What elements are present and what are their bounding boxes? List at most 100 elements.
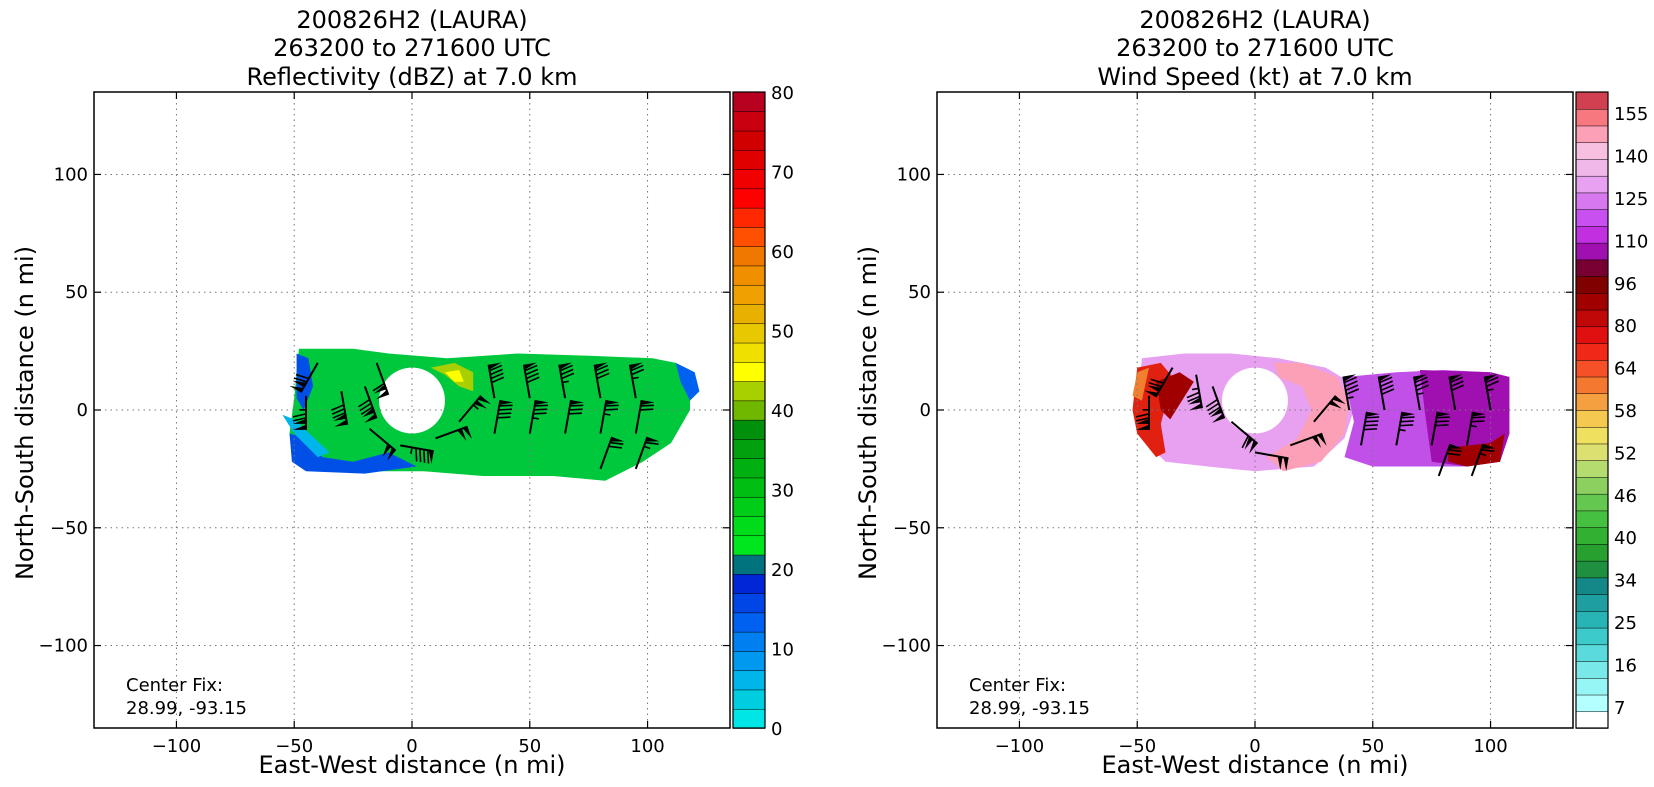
colorbar-tick-label: 52: [1614, 443, 1637, 464]
colorbar-swatch: [732, 496, 766, 517]
wind-barb: [564, 399, 584, 434]
colorbar-swatch: [1575, 510, 1609, 528]
plot-frame: [93, 91, 731, 729]
colorbar-swatch: [1575, 242, 1609, 261]
colorbar-tick-label: 60: [771, 242, 794, 263]
wind-barb: [628, 362, 645, 399]
colorbar-tick-label: 125: [1614, 189, 1648, 210]
colorbar-swatch: [1575, 225, 1609, 244]
wind-barb: [1430, 411, 1451, 446]
y-tick-label: −50: [50, 518, 88, 539]
colorbar-swatch: [732, 515, 766, 537]
colorbar-swatch: [732, 708, 766, 729]
colorbar-tick-label: 140: [1614, 147, 1648, 168]
field-region: [1156, 372, 1194, 420]
colorbar-swatch: [1575, 627, 1609, 646]
wind-barb: [634, 436, 660, 470]
colorbar-swatch: [1575, 409, 1609, 428]
colorbar-swatch: [1575, 359, 1609, 378]
colorbar-tick-label: 0: [771, 719, 782, 740]
colorbar-swatch: [1575, 426, 1609, 445]
colorbar-swatch: [1575, 577, 1609, 595]
x-tick-label: 100: [1473, 736, 1507, 757]
axis-ticks: −100 −50 0 50 100 −100 −50 0 50 100: [882, 92, 1573, 757]
colorbar-swatch: [732, 400, 766, 421]
y-tick-label: 100: [897, 164, 931, 185]
wind-barb: [599, 436, 625, 470]
colorbar-swatch: [1575, 493, 1609, 512]
wind-barb: [1395, 411, 1416, 446]
wind-barb: [522, 362, 540, 399]
colorbar-swatch: [732, 207, 766, 228]
colorbar-swatch: [732, 168, 766, 190]
wind-barb: [358, 386, 378, 423]
wind-barb: [1437, 443, 1463, 477]
colorbar-tick-label: 64: [1614, 359, 1637, 380]
colorbar-swatch: [1575, 342, 1609, 361]
colorbar-swatch: [732, 130, 766, 151]
y-tick-label: 50: [908, 282, 931, 303]
center-fix-label: Center Fix:: [126, 675, 223, 696]
panel-title-line2: 263200 to 271600 UTC: [273, 34, 551, 62]
y-tick-label: −100: [882, 636, 931, 657]
colorbar-swatch: [1575, 593, 1609, 612]
colorbar-swatch: [732, 592, 766, 614]
wind-barb: [1313, 395, 1346, 423]
colorbar-swatch: [1575, 125, 1609, 143]
field-region: [1132, 367, 1149, 401]
colorbar-swatch: [1575, 660, 1609, 679]
center-fix-value: 28.99, -93.15: [126, 698, 247, 719]
grid: [94, 92, 730, 728]
wind-barb: [292, 395, 307, 430]
plot-frame: [936, 91, 1574, 729]
wind-barb: [1448, 374, 1465, 411]
colorbar-tick-label: 10: [771, 640, 794, 661]
colorbar-swatch: [732, 361, 766, 382]
colorbar-swatch: [732, 188, 766, 209]
x-tick-label: 50: [518, 736, 541, 757]
center-fix-label: Center Fix:: [969, 675, 1066, 696]
wind-barb: [558, 362, 575, 399]
y-tick-label: 0: [77, 400, 88, 421]
colorbar-tick-label: 46: [1614, 486, 1637, 507]
colorbar-swatch: [732, 477, 766, 498]
colorbar-swatch: [1575, 543, 1609, 562]
colorbar-swatch: [1575, 141, 1609, 160]
wind-barb: [1413, 374, 1430, 411]
x-tick-label: 100: [630, 736, 664, 757]
colorbar-swatch: [732, 323, 766, 344]
wind-barb: [289, 362, 319, 393]
wind-barb: [1289, 432, 1327, 448]
colorbar-swatch: [732, 342, 766, 363]
colorbar-swatch: [732, 689, 766, 710]
wind-barb: [372, 362, 390, 400]
colorbar-swatch: [1575, 443, 1609, 461]
colorbar-tick-label: 50: [771, 322, 794, 343]
panel-title-line3: Wind Speed (kt) at 7.0 km: [1097, 63, 1412, 91]
wind-barbs: [289, 362, 660, 470]
colorbar-swatch: [732, 631, 766, 652]
colorbar-tick-label: 80: [1614, 316, 1637, 337]
colorbar-tick-label: 30: [771, 481, 794, 502]
wind-barb: [1377, 374, 1395, 411]
colorbar-swatch: [732, 535, 766, 556]
wind-barb: [1205, 386, 1226, 423]
wind-barb: [368, 428, 397, 461]
x-tick-label: 0: [406, 736, 417, 757]
wind-barbs: [1135, 367, 1499, 477]
colorbar-swatch: [1575, 275, 1609, 294]
reflectivity-panel: 200826H2 (LAURA) 263200 to 271600 UTC Re…: [11, 6, 794, 779]
colorbar-tick-label: 40: [771, 401, 794, 422]
colorbar-swatch: [1575, 175, 1609, 194]
colorbar-swatch: [732, 91, 766, 113]
x-axis-label: East-West distance (n mi): [258, 751, 565, 779]
colorbar-swatch: [732, 438, 766, 459]
y-tick-label: 0: [920, 400, 931, 421]
wind-barb: [1342, 374, 1360, 411]
colorbar-tick-label: 110: [1614, 231, 1648, 252]
colorbar-tick-label: 80: [771, 83, 794, 104]
x-tick-label: −50: [1118, 736, 1156, 757]
colorbar-swatch: [1575, 526, 1609, 545]
colorbar-swatch: [1575, 108, 1609, 127]
wind-barb: [528, 399, 549, 434]
